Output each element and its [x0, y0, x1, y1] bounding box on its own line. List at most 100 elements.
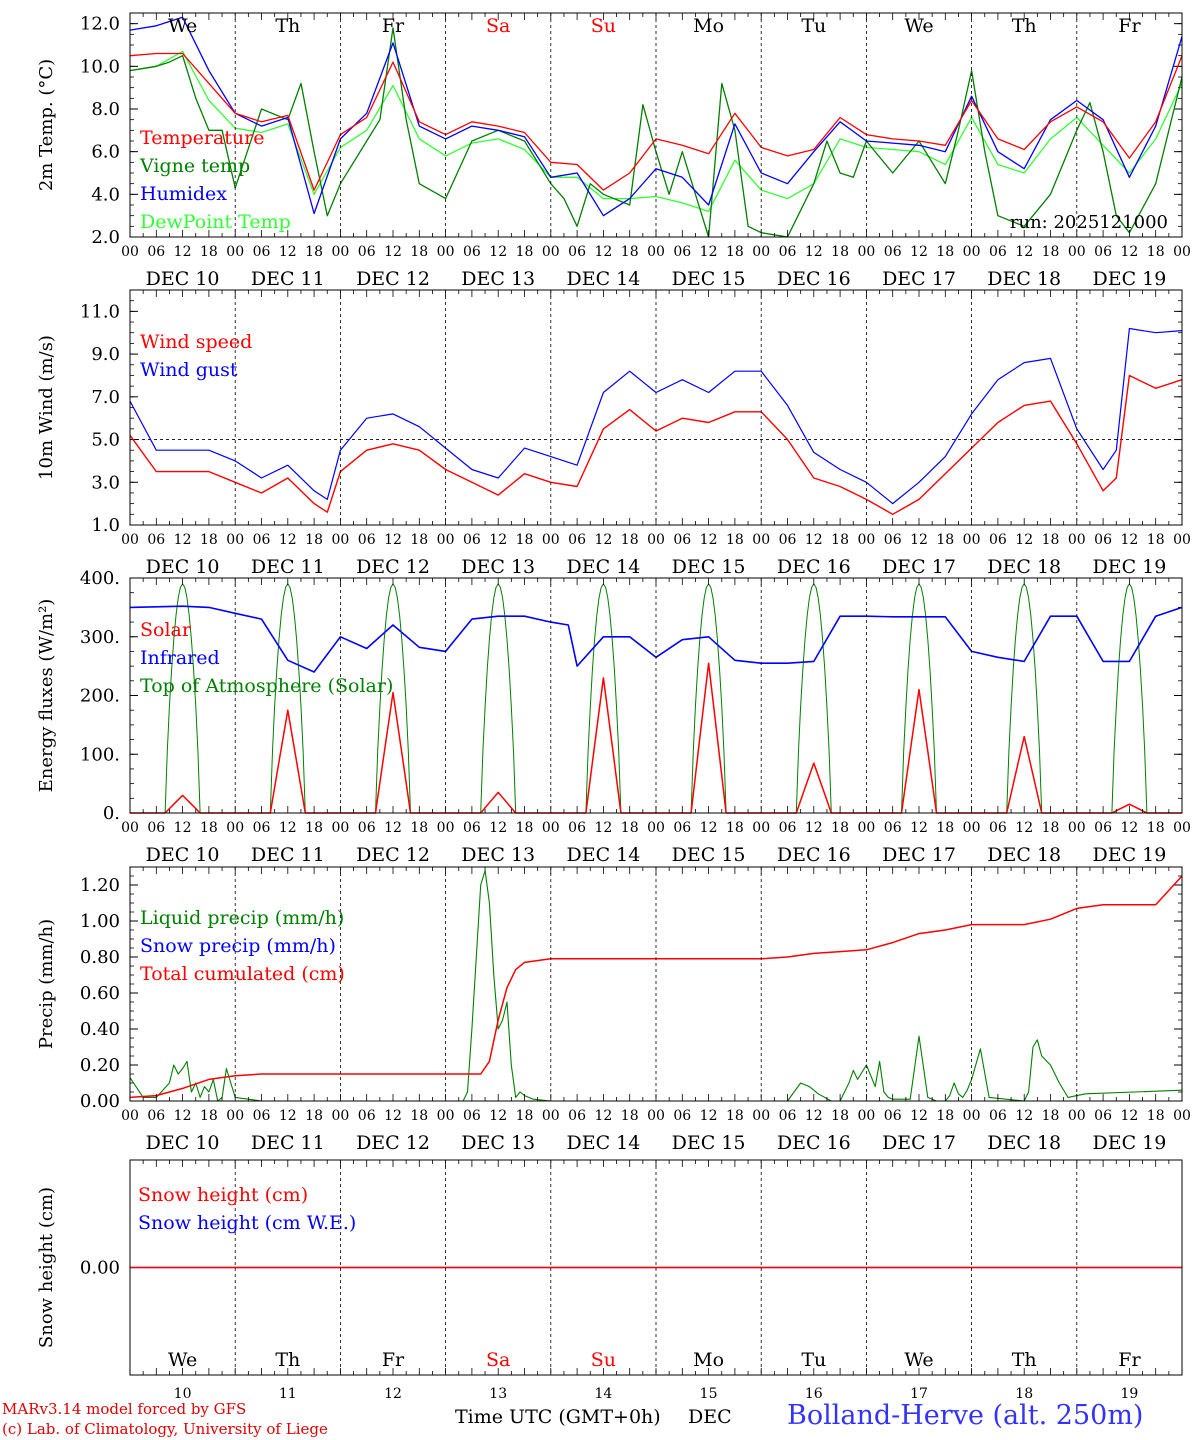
temp-y-tick-label: 10.0 [80, 56, 120, 77]
wind-date-label: DEC 17 [882, 556, 956, 578]
temp-date-label: DEC 10 [146, 268, 220, 290]
temp-hour-label: 12 [700, 244, 718, 260]
wind-hour-label: 00 [437, 532, 455, 548]
wind-date-label: DEC 15 [672, 556, 746, 578]
snow-legend-snow-height-cm: Snow height (cm) [138, 1184, 308, 1206]
energy-legend-infrared: Infrared [140, 647, 220, 669]
temp-weekday-label: Fr [1118, 15, 1141, 37]
wind-hour-label: 06 [989, 532, 1007, 548]
wind-hour-label: 12 [489, 532, 507, 548]
wind-hour-label: 18 [1042, 532, 1060, 548]
precip-y-tick-label: 1.20 [80, 875, 120, 896]
energy-hour-label: 18 [305, 820, 323, 836]
wind-hour-label: 18 [516, 532, 534, 548]
precip-date-label: DEC 15 [672, 1132, 746, 1154]
precip-hour-label: 00 [331, 1108, 349, 1124]
temp-date-label: DEC 17 [882, 268, 956, 290]
precip-hour-label: 00 [752, 1108, 770, 1124]
precip-hour-label: 18 [410, 1108, 428, 1124]
precip-y-tick-label: 0.20 [80, 1055, 120, 1076]
energy-hour-label: 18 [936, 820, 954, 836]
wind-hour-label: 12 [700, 532, 718, 548]
month-label: DEC [688, 1406, 732, 1428]
temp-series-group [130, 16, 1182, 237]
precip-hour-label: 00 [1173, 1108, 1191, 1124]
precip-hour-label: 00 [226, 1108, 244, 1124]
wind-hour-label: 06 [253, 532, 271, 548]
wind-hour-label: 00 [121, 532, 139, 548]
energy-legend-top-of-atmosphere-solar: Top of Atmosphere (Solar) [140, 675, 393, 697]
energy-date-label: DEC 14 [566, 844, 640, 866]
wind-y-tick-label: 5.0 [91, 430, 120, 451]
precip-date-label: DEC 19 [1092, 1132, 1166, 1154]
temp-date-label: DEC 13 [461, 268, 535, 290]
energy-hour-label: 06 [358, 820, 376, 836]
energy-hour-label: 06 [673, 820, 691, 836]
precip-hour-label: 06 [989, 1108, 1007, 1124]
wind-hour-label: 00 [1173, 532, 1191, 548]
precip-hour-label: 12 [700, 1108, 718, 1124]
day-number-label: 14 [594, 1386, 612, 1402]
precip-hour-label: 06 [568, 1108, 586, 1124]
wind-date-label: DEC 10 [146, 556, 220, 578]
day-number-label: 18 [1015, 1386, 1033, 1402]
temp-hour-label: 12 [805, 244, 823, 260]
wind-hour-label: 06 [568, 532, 586, 548]
energy-hour-label: 00 [1068, 820, 1086, 836]
wind-hour-label: 12 [1015, 532, 1033, 548]
wind-hour-label: 12 [910, 532, 928, 548]
energy-date-label: DEC 15 [672, 844, 746, 866]
precip-y-tick-label: 0.40 [80, 1019, 120, 1040]
day-number-label: 10 [174, 1386, 192, 1402]
precip-hour-label: 18 [200, 1108, 218, 1124]
precip-hour-label: 00 [121, 1108, 139, 1124]
temp-date-label: DEC 18 [987, 268, 1061, 290]
energy-hour-label: 00 [752, 820, 770, 836]
energy-hour-label: 18 [1042, 820, 1060, 836]
wind-hour-label: 18 [621, 532, 639, 548]
energy-date-label: DEC 17 [882, 844, 956, 866]
precip-hour-label: 12 [594, 1108, 612, 1124]
wind-date-label: DEC 11 [251, 556, 325, 578]
energy-hour-label: 06 [463, 820, 481, 836]
energy-hour-label: 12 [174, 820, 192, 836]
precip-y-tick-label: 0.60 [80, 983, 120, 1004]
snow-y-tick-label: 0.00 [80, 1258, 120, 1279]
wind-hour-label: 00 [226, 532, 244, 548]
precip-hour-label: 06 [147, 1108, 165, 1124]
energy-y-tick-label: 200. [80, 686, 120, 707]
temp-y-tick-label: 2.0 [91, 227, 120, 248]
wind-date-label: DEC 12 [356, 556, 430, 578]
temp-hour-label: 00 [542, 244, 560, 260]
wind-hour-label: 12 [279, 532, 297, 548]
precip-y-axis-title: Precip (mm/h) [36, 919, 57, 1049]
snow-weekday-label: Th [275, 1349, 300, 1371]
wind-y-axis-title: 10m Wind (m/s) [36, 335, 57, 480]
temp-run-annotation: run: 2025121000 [1010, 212, 1168, 233]
temp-hour-label: 00 [647, 244, 665, 260]
energy-hour-label: 00 [1173, 820, 1191, 836]
precip-date-label: DEC 11 [251, 1132, 325, 1154]
energy-hour-label: 06 [779, 820, 797, 836]
temp-hour-label: 06 [884, 244, 902, 260]
precip-hour-label: 00 [542, 1108, 560, 1124]
temp-date-label: DEC 14 [566, 268, 640, 290]
wind-y-tick-label: 9.0 [91, 344, 120, 365]
temp-hour-label: 12 [279, 244, 297, 260]
temp-hour-label: 06 [673, 244, 691, 260]
temp-hour-label: 06 [1094, 244, 1112, 260]
energy-y-tick-label: 400. [80, 568, 120, 589]
precip-legend-total-cumulated-cm: Total cumulated (cm) [140, 963, 345, 985]
precip-hour-label: 18 [1147, 1108, 1165, 1124]
wind-series-wind-speed [129, 374, 1183, 515]
precip-date-label: DEC 14 [566, 1132, 640, 1154]
wind-hour-label: 18 [831, 532, 849, 548]
wind-hour-label: 00 [752, 532, 770, 548]
energy-hour-label: 12 [700, 820, 718, 836]
precip-legend-liquid-precip-mm-h: Liquid precip (mm/h) [140, 907, 344, 929]
energy-hour-label: 12 [805, 820, 823, 836]
temp-weekday-label: Sa [486, 15, 510, 37]
wind-date-label: DEC 14 [566, 556, 640, 578]
precip-hour-label: 18 [726, 1108, 744, 1124]
temp-hour-label: 06 [779, 244, 797, 260]
